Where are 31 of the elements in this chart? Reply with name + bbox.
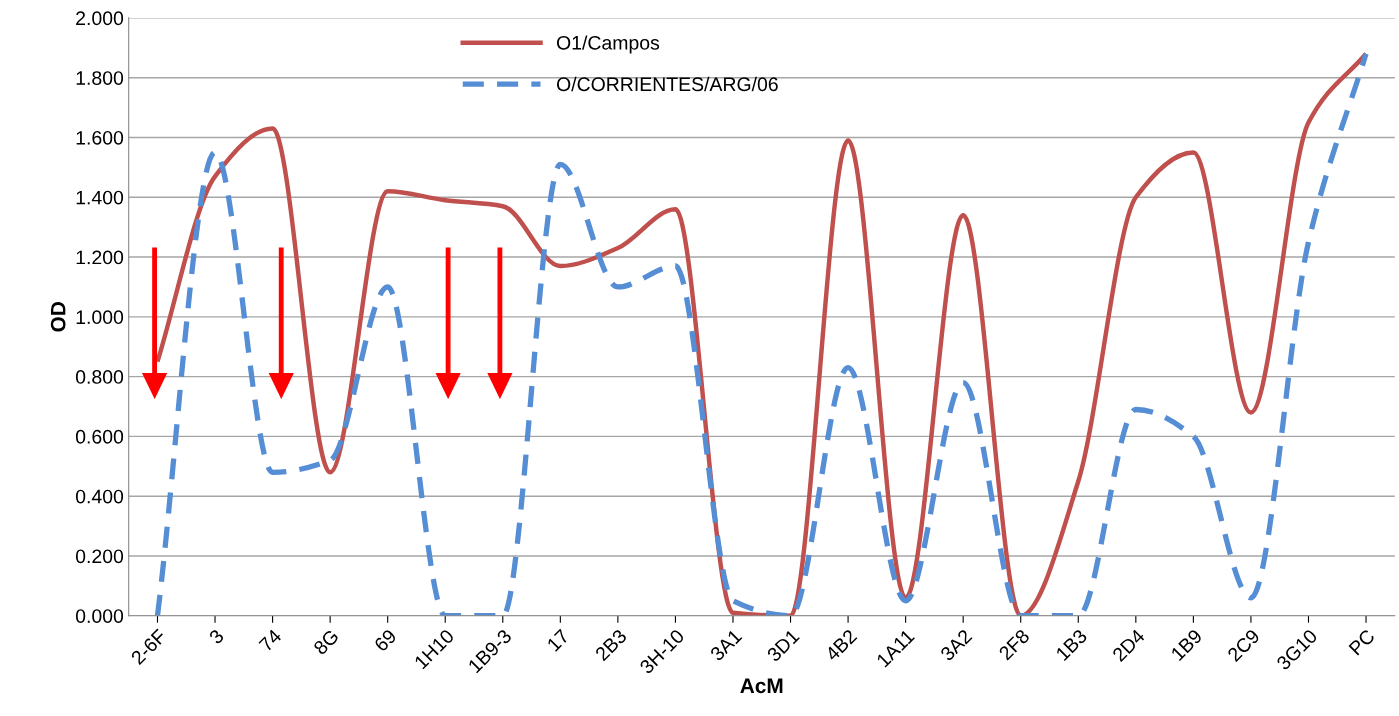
x-tick-label: 1B9 — [1170, 628, 1203, 662]
x-axis-title: AcM — [740, 678, 783, 694]
y-tick-label: 0.400 — [75, 489, 124, 504]
y-tick-label: 0.200 — [75, 549, 124, 564]
y-tick-label: 2.000 — [76, 11, 124, 26]
y-tick-label: 0.800 — [75, 370, 124, 384]
x-tick-label: 1B3 — [1055, 628, 1088, 662]
y-tick-label: 1.600 — [76, 130, 124, 145]
x-tick-label: 69 — [373, 628, 398, 653]
x-tick-label: 3D1 — [766, 628, 800, 663]
x-tick-label: PC — [1348, 628, 1376, 656]
x-tick-label: 8G — [312, 628, 340, 656]
x-tick-label: 2C9 — [1226, 628, 1261, 663]
y-axis-title: OD — [50, 302, 66, 332]
x-tick-label: 3 — [208, 628, 225, 645]
x-tick-label: 2B3 — [594, 628, 628, 662]
y-tick-label: 0.000 — [75, 609, 124, 623]
x-tick-label: 74 — [258, 628, 283, 653]
legend-label: O1/Campos — [556, 35, 660, 54]
y-tick-label: 0.600 — [75, 429, 124, 444]
x-tick-label: 3A2 — [939, 628, 973, 662]
x-tick-label: 2D4 — [1111, 628, 1146, 663]
legend-label: O/CORRIENTES/ARG/06 — [556, 76, 778, 92]
x-tick-label: 2F8 — [998, 628, 1031, 661]
x-tick-label: 17 — [546, 628, 570, 652]
y-tick-label: 1.800 — [76, 71, 124, 85]
x-tick-label: 4B2 — [824, 628, 858, 662]
y-tick-label: 1.400 — [76, 190, 124, 205]
y-tick-label: 1.200 — [76, 250, 124, 265]
y-tick-label: 1.000 — [76, 310, 124, 325]
x-tick-label: 3A1 — [709, 628, 743, 662]
